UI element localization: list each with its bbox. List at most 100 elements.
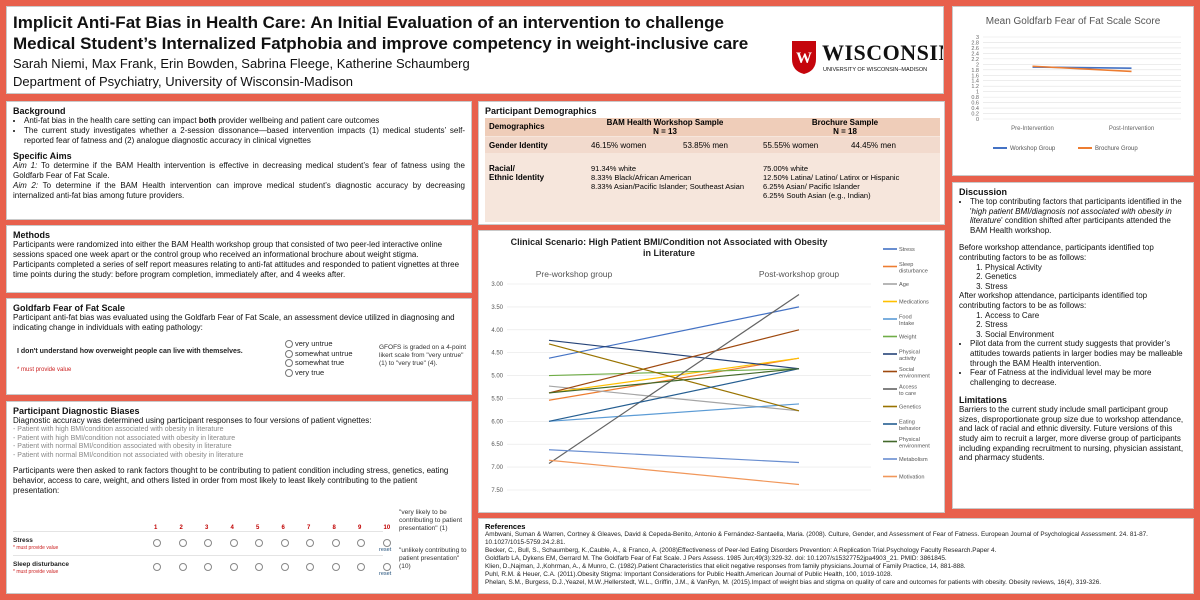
rank-radio[interactable] xyxy=(229,563,238,571)
likert-option[interactable]: very untrue xyxy=(285,339,353,349)
series-line xyxy=(548,449,800,464)
goldfarb-desc: Participant anti-fat bias was evaluated … xyxy=(13,313,455,332)
series-line xyxy=(548,403,800,422)
demographics-table: Demographics BAM Health Workshop Sample N… xyxy=(485,118,940,222)
likert-note: GFOFS is graded on a 4-point likert scal… xyxy=(379,344,467,367)
x-tick-label: Pre-Intervention xyxy=(1011,126,1054,132)
rank-number: 10 xyxy=(383,525,391,531)
limitations-text: Barriers to the current study include sm… xyxy=(959,405,1184,463)
discussion-panel: Discussion The top contributing factors … xyxy=(952,182,1194,509)
series-line xyxy=(548,368,800,394)
vignette-list: - Patient with high BMI/condition associ… xyxy=(13,426,465,460)
reference-item: Becker, C., Bull, S., Schaumberg, K.,Cau… xyxy=(485,547,997,554)
y-tick-label: 0.2 xyxy=(971,112,979,118)
y-tick-label: 2 xyxy=(976,62,979,68)
rank-row-label: Stress xyxy=(13,537,33,544)
rank-radio[interactable] xyxy=(204,563,212,571)
race-entry: 6.25% Asian/ Pacific Islander xyxy=(763,182,860,191)
series-line xyxy=(548,306,800,359)
y-tick-label: 5.50 xyxy=(491,396,503,402)
aims-title: Specific Aims xyxy=(13,151,72,161)
col-header-demographics: Demographics xyxy=(489,122,545,131)
rank-radio[interactable] xyxy=(280,539,289,547)
rank-radio[interactable] xyxy=(178,539,187,547)
reset-link[interactable]: reset xyxy=(379,547,392,553)
rank-note: "very likely to be contributing to patie… xyxy=(399,509,463,532)
legend-label: Brochure Group xyxy=(1095,146,1138,152)
race-entry: 8.33% Black/African American xyxy=(591,173,692,182)
logo-wordmark: WISCONSIN xyxy=(822,40,944,65)
rank-radio[interactable] xyxy=(204,539,212,547)
vignette-item: - Patient with high BMI/condition associ… xyxy=(13,426,224,433)
discussion-bullet: Fear of Fatness at the individual level … xyxy=(970,368,1187,387)
department: Department of Psychiatry, University of … xyxy=(13,74,354,89)
legend-label: Access to care xyxy=(899,385,917,398)
header-panel: Implicit Anti-Fat Bias in Health Care: A… xyxy=(6,6,944,94)
rank-radio[interactable] xyxy=(382,563,391,571)
rank-radio[interactable] xyxy=(255,563,263,571)
background-panel: Background Anti-fat bias in the health c… xyxy=(6,101,472,220)
bullet-text: provider wellbeing and patient care outc… xyxy=(216,116,380,125)
radio-button[interactable] xyxy=(285,368,293,377)
aim-label: Aim 1: xyxy=(13,161,38,170)
rank-number: 5 xyxy=(256,525,260,531)
y-tick-label: 3 xyxy=(976,35,979,41)
rank-radio[interactable] xyxy=(331,539,340,547)
legend-label: Genetics xyxy=(899,405,921,411)
demographics-title: Participant Demographics xyxy=(485,106,597,116)
option-label: somewhat untrue xyxy=(295,348,353,358)
required-note: * must provide value xyxy=(17,367,72,373)
y-tick-label: 2.4 xyxy=(971,51,979,57)
y-tick-label: 0.8 xyxy=(971,95,979,101)
radio-button[interactable] xyxy=(285,349,293,358)
aim-1: Aim 1: To determine if the BAM Health in… xyxy=(13,161,465,181)
discussion-title: Discussion xyxy=(959,187,1008,197)
race-entry: 8.33% Asian/Pacific Islander; Southeast … xyxy=(591,182,745,191)
references-title: References xyxy=(485,522,526,531)
rank-number: 3 xyxy=(205,525,209,531)
rank-radio[interactable] xyxy=(357,563,365,571)
rank-radio[interactable] xyxy=(178,563,187,571)
aim-label: Aim 2: xyxy=(13,181,39,190)
series-line xyxy=(548,343,800,412)
likert-option[interactable]: somewhat true xyxy=(285,358,353,368)
bro-race: 75.00% white 12.50% Latina/ Latino/ Lati… xyxy=(763,164,899,200)
legend-label: Medications xyxy=(899,300,929,306)
discussion-bullet: The top contributing factors that partic… xyxy=(970,197,1187,235)
chart-title: Mean Goldfarb Fear of Fat Scale Score xyxy=(986,16,1161,27)
reset-link[interactable]: reset xyxy=(379,571,392,577)
reference-item: Ambwani, Suman & Warren, Cortney & Gleav… xyxy=(485,531,1148,546)
rank-radio[interactable] xyxy=(306,539,314,547)
rank-radio[interactable] xyxy=(306,563,314,571)
col-header-brochure: Brochure Sample N = 18 xyxy=(775,118,915,136)
series-line xyxy=(548,368,800,377)
rank-radio[interactable] xyxy=(357,539,365,547)
y-tick-label: 1.8 xyxy=(971,68,979,74)
rank-radio[interactable] xyxy=(255,539,263,547)
rank-radio[interactable] xyxy=(229,539,238,547)
reference-list: Ambwani, Suman & Warren, Cortney & Gleav… xyxy=(485,531,1187,587)
rank-radio[interactable] xyxy=(153,563,161,571)
factor-item: Physical Activity xyxy=(985,263,1187,273)
clinical-chart-panel: Clinical Scenario: High Patient BMI/Cond… xyxy=(478,230,945,513)
legend-label: Age xyxy=(899,282,909,288)
authors: Sarah Niemi, Max Frank, Erin Bowden, Sab… xyxy=(13,56,470,71)
rank-radio[interactable] xyxy=(153,539,161,547)
x-tick-label: Post-workshop group xyxy=(759,269,840,279)
likert-option[interactable]: very true xyxy=(285,368,353,378)
race-label-line: Ethnic Identity xyxy=(489,173,545,182)
methods-panel: Methods Participants were randomized int… xyxy=(6,225,472,293)
option-label: somewhat true xyxy=(295,358,345,367)
radio-button[interactable] xyxy=(285,340,293,349)
legend-label: Social environment xyxy=(899,367,930,380)
logo-subtitle: UNIVERSITY OF WISCONSIN–MADISON xyxy=(823,67,928,73)
y-tick-label: 2.8 xyxy=(971,40,979,46)
radio-button[interactable] xyxy=(285,359,293,368)
background-title: Background xyxy=(13,106,66,116)
reference-item: Goldfarb LA, Dykens EM, Gerrard M. The G… xyxy=(485,555,947,562)
rank-radio[interactable] xyxy=(280,563,289,571)
likert-option[interactable]: somewhat untrue xyxy=(285,349,353,359)
rank-radio[interactable] xyxy=(331,563,340,571)
biases-panel: Participant Diagnostic Biases Diagnostic… xyxy=(6,401,472,594)
rank-radio[interactable] xyxy=(382,539,391,547)
